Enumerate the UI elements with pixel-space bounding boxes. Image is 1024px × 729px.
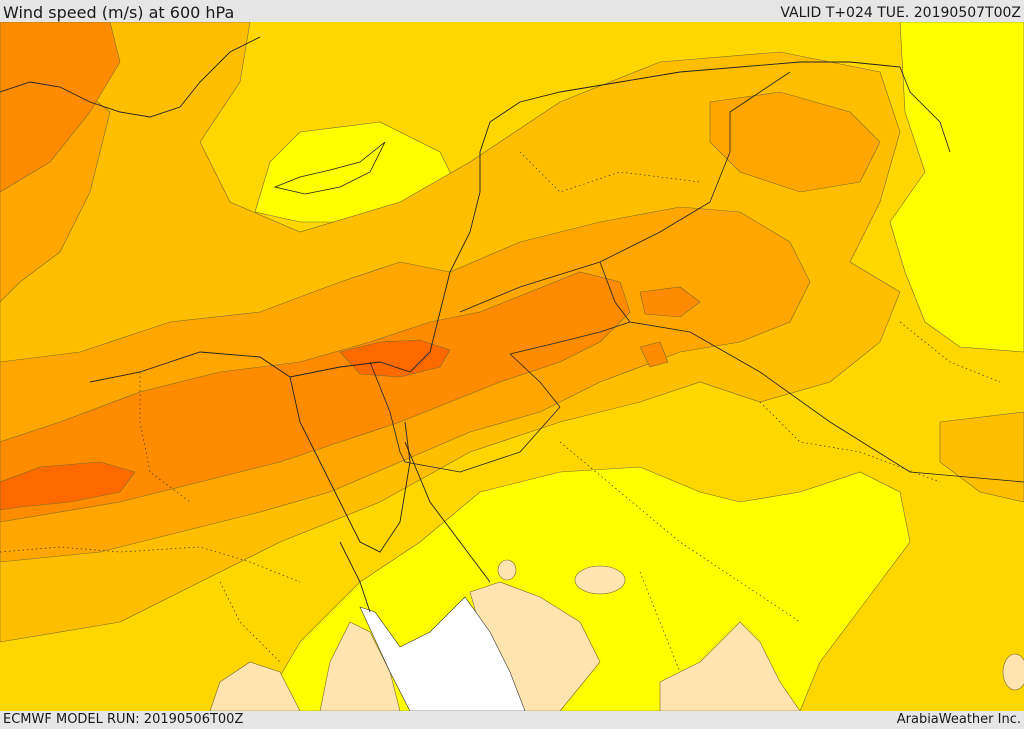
contour-lightest-se xyxy=(659,621,801,711)
wind-speed-map xyxy=(0,22,1024,711)
contour-lightest-sw xyxy=(209,661,301,711)
contour-high-nw xyxy=(0,22,121,193)
cyprus-island xyxy=(273,141,386,195)
credit: ArabiaWeather Inc. xyxy=(896,712,1021,727)
map-canvas xyxy=(0,22,1024,711)
admin-boundaries xyxy=(0,151,1001,673)
model-run: ECMWF MODEL RUN: 20190506T00Z xyxy=(3,712,244,727)
country-borders xyxy=(369,66,1024,483)
contour-lightest-dot2 xyxy=(497,559,517,581)
sea-missing-data xyxy=(359,596,526,711)
contour-high-band xyxy=(0,271,631,523)
contour-mid-east xyxy=(939,411,1024,503)
contour-high-east xyxy=(639,286,701,318)
contour-mid-high-ne xyxy=(709,91,881,193)
contour-highest-west xyxy=(0,461,136,511)
valid-time: VALID T+024 TUE. 20190507T00Z xyxy=(780,5,1021,21)
map-title: Wind speed (m/s) at 600 hPa xyxy=(3,3,235,22)
contour-light-east xyxy=(889,22,1024,353)
contour-high-small xyxy=(639,341,669,368)
coastlines xyxy=(0,36,901,613)
footer-bar: ECMWF MODEL RUN: 20190506T00Z ArabiaWeat… xyxy=(0,711,1024,729)
contour-lightest-dot3 xyxy=(1002,653,1024,691)
contour-lightest-dot1 xyxy=(574,565,626,595)
contour-highest-center xyxy=(339,339,451,378)
header-bar: Wind speed (m/s) at 600 hPa VALID T+024 … xyxy=(0,0,1024,22)
